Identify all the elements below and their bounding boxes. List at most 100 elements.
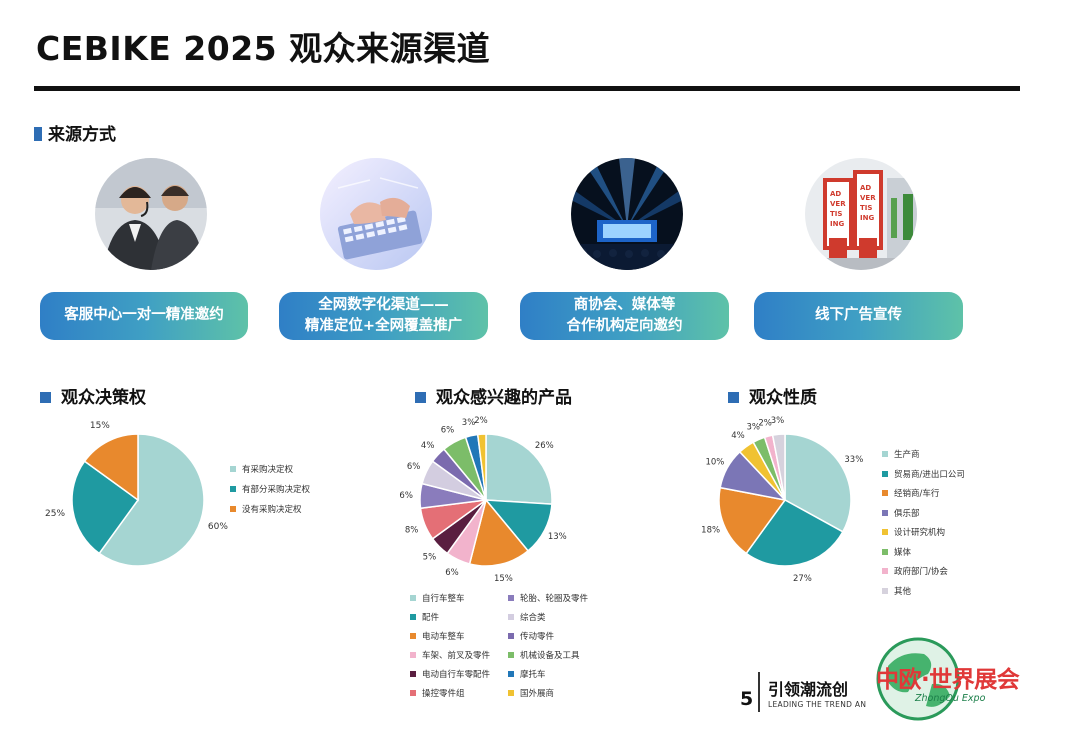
legend-swatch	[508, 614, 514, 620]
footer-slogan: 引领潮流创	[768, 680, 849, 699]
heading-marker-icon	[40, 392, 51, 403]
legend-item: 摩托车	[508, 668, 546, 680]
pie-value-label: 10%	[705, 457, 724, 467]
nature-pie-chart: 33%27%18%10%4%3%2%3%	[701, 416, 863, 584]
legend-label: 设计研究机构	[894, 528, 946, 538]
products-pie-chart: 26% 13% 15% 6% 5% 8% 6% 6% 4% 6% 3%2%	[399, 416, 567, 584]
legend-swatch	[882, 568, 888, 574]
pie-slice	[718, 486, 787, 555]
pie-value-label: 3%	[771, 416, 785, 426]
heading-marker-icon	[415, 392, 426, 403]
page-title: CEBIKE 2025 观众来源渠道	[36, 29, 491, 68]
legend-item: 传动零件	[508, 630, 554, 642]
legend-label: 自行车整车	[422, 594, 465, 604]
channel-label: 线下广告宣传	[815, 307, 902, 324]
chart-title-products: 观众感兴趣的产品	[415, 383, 572, 408]
pie-value-label: 33%	[844, 455, 863, 465]
legend-item: 车架、前叉及零件	[410, 649, 490, 661]
footer-slogan-en: LEADING THE TREND AN	[768, 700, 867, 709]
pie-value-label: 26%	[535, 441, 554, 451]
legend-label: 机械设备及工具	[520, 651, 580, 661]
pie-slice	[71, 460, 140, 555]
legend-label: 俱乐部	[894, 508, 920, 519]
pie-value-label: 15%	[90, 421, 110, 431]
legend-swatch	[882, 470, 888, 477]
legend-label: 传动零件	[520, 632, 555, 642]
legend-item: 自行车整车	[410, 592, 465, 604]
legend-item: 机械设备及工具	[508, 649, 580, 661]
legend-swatch	[410, 614, 416, 620]
pie-value-label: 3%	[746, 422, 760, 432]
chart-title-nature: 观众性质	[728, 383, 817, 408]
pie-slice	[745, 499, 844, 567]
legend-label: 没有采购决定权	[242, 505, 302, 515]
legend-swatch	[230, 466, 236, 472]
pie-slice	[771, 433, 786, 501]
pie-value-label: 25%	[45, 509, 65, 519]
legend-item: 轮胎、轮圈及零件	[508, 592, 588, 604]
legend-swatch	[508, 671, 514, 677]
channel-label: 客服中心一对一精准邀约	[64, 307, 224, 324]
legend-label: 国外展商	[520, 689, 555, 699]
pie-value-label: 2%	[474, 416, 488, 426]
legend-item: 电动车整车	[410, 630, 465, 642]
channel-label: 精准定位+全网覆盖推广	[304, 318, 463, 334]
channel-label: 全网数字化渠道——	[318, 296, 449, 313]
legend-label: 摩托车	[520, 670, 546, 680]
svg-text:AD: AD	[830, 190, 841, 198]
svg-text:ING: ING	[860, 214, 874, 222]
legend-swatch	[882, 587, 888, 594]
channel-pill-digital: 全网数字化渠道—— 精准定位+全网覆盖推广	[279, 292, 488, 340]
legend-item: 有采购决定权	[230, 463, 293, 475]
pie-slice	[476, 433, 487, 501]
title-divider	[34, 86, 1020, 91]
pie-slice	[485, 433, 553, 505]
svg-text:TIS: TIS	[860, 204, 872, 212]
legend-swatch	[230, 486, 236, 492]
pie-slice	[468, 498, 530, 567]
legend-label: 贸易商/进出口公司	[894, 469, 965, 480]
pie-value-label: 4%	[731, 431, 745, 441]
legend-item: 电动自行车零配件	[410, 668, 490, 680]
pie-value-label: 13%	[548, 532, 567, 542]
channel-pill-associations: 商协会、媒体等 合作机构定向邀约	[520, 292, 729, 340]
legend-item: 生产商	[882, 448, 920, 460]
pie-value-label: 18%	[701, 525, 720, 535]
legend-swatch	[508, 652, 514, 658]
legend-item: 设计研究机构	[882, 526, 945, 538]
pie-value-label: 5%	[423, 552, 437, 562]
legend-item: 没有采购决定权	[230, 503, 302, 515]
heading-marker-icon	[34, 127, 42, 141]
legend-label: 政府部门/协会	[894, 567, 948, 577]
legend-label: 轮胎、轮圈及零件	[520, 594, 589, 604]
legend-item: 综合类	[508, 611, 546, 623]
legend-swatch	[410, 652, 416, 658]
legend-item: 政府部门/协会	[882, 565, 948, 577]
legend-swatch	[882, 490, 888, 496]
legend-swatch	[508, 595, 514, 601]
pie-slice	[98, 433, 205, 567]
pie-slice	[784, 433, 852, 533]
legend-swatch	[230, 506, 236, 512]
legend-item: 经销商/车行	[882, 487, 939, 499]
legend-label: 有采购决定权	[242, 465, 294, 475]
legend-swatch	[508, 633, 514, 639]
legend-label: 车架、前叉及零件	[422, 651, 491, 661]
legend-swatch	[508, 690, 514, 696]
legend-swatch	[882, 451, 888, 457]
legend-swatch	[882, 529, 888, 535]
laptop-typing-photo	[320, 158, 432, 270]
channel-label: 商协会、媒体等	[573, 296, 676, 313]
stage-event-photo	[571, 158, 683, 270]
legend-item: 有部分采购决定权	[230, 483, 310, 495]
legend-label: 生产商	[894, 450, 920, 460]
legend-label: 综合类	[520, 613, 546, 623]
pie-value-label: 6%	[445, 568, 459, 578]
svg-text:TIS: TIS	[830, 210, 842, 218]
zhongou-expo-logo-icon	[876, 637, 960, 721]
pie-value-label: 6%	[399, 491, 413, 501]
svg-text:VER: VER	[860, 194, 876, 202]
legend-swatch	[410, 671, 416, 677]
pie-value-label: 4%	[421, 441, 435, 451]
channel-pill-call-center: 客服中心一对一精准邀约	[40, 292, 248, 340]
